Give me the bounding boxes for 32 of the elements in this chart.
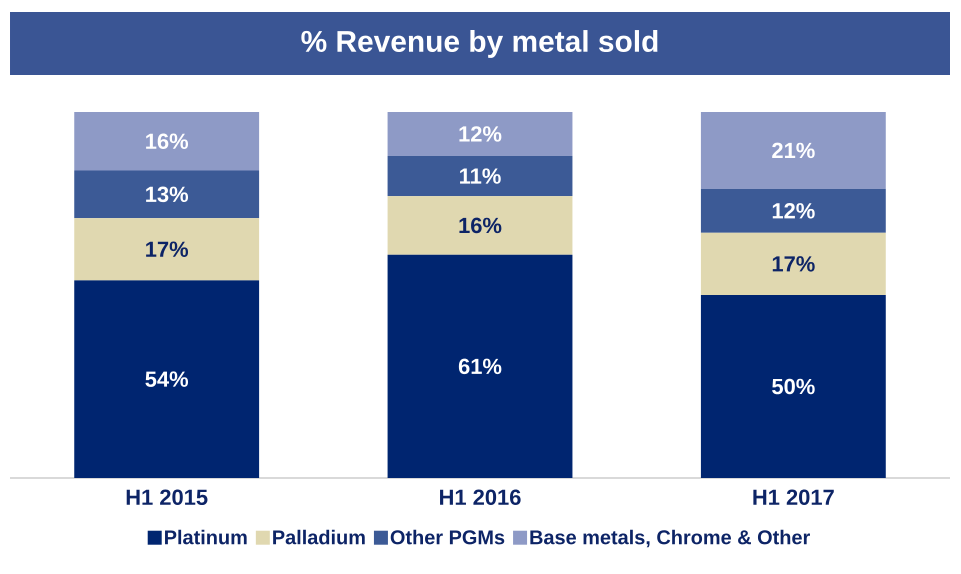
data-label: 17% xyxy=(772,256,815,272)
bar xyxy=(700,232,886,295)
data-label: 61% xyxy=(458,358,502,374)
data-label: 13% xyxy=(146,186,188,202)
x-tick-label: H1 2016 xyxy=(440,489,521,506)
bar xyxy=(700,294,886,478)
legend-label: Other PGMs xyxy=(390,530,504,544)
bar xyxy=(74,170,260,218)
data-label: 12% xyxy=(459,126,502,142)
data-label: 12% xyxy=(772,203,815,219)
data-label: 54% xyxy=(145,371,188,387)
bar xyxy=(388,254,572,478)
legend-label: Base metals, Chrome & Other xyxy=(530,530,810,548)
bar xyxy=(388,196,572,255)
chart-title: % Revenue by metal sold xyxy=(301,30,658,58)
data-label: 50% xyxy=(772,378,815,394)
bar xyxy=(74,112,260,171)
data-label: 21% xyxy=(772,142,815,158)
data-label: 11% xyxy=(460,168,501,184)
data-label: 16% xyxy=(146,133,188,150)
legend-label: Palladium xyxy=(273,530,365,544)
legend-label: Platinum xyxy=(165,530,247,544)
x-tick-label: H1 2017 xyxy=(753,489,834,506)
bar xyxy=(388,112,572,156)
bar xyxy=(700,188,886,233)
x-tick-label: H1 2015 xyxy=(126,489,208,506)
bar xyxy=(74,218,260,280)
bar xyxy=(700,112,886,189)
data-label: 16% xyxy=(459,218,502,234)
bar xyxy=(74,280,260,478)
bar xyxy=(388,156,572,196)
data-label: 17% xyxy=(146,242,188,257)
